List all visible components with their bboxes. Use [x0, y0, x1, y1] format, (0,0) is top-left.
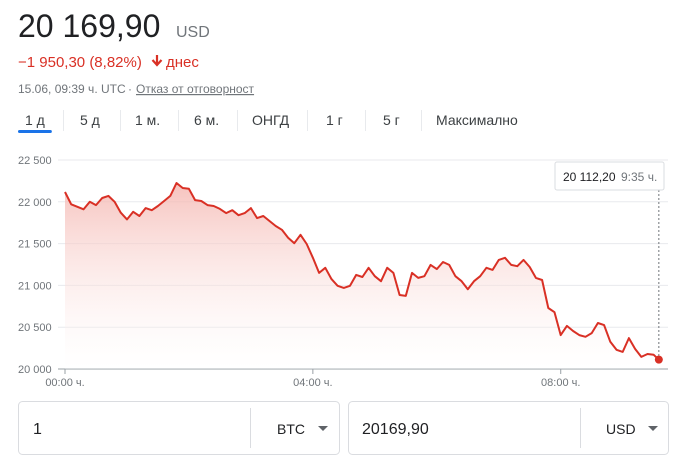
timestamp: 15.06, 09:39 ч. UTC	[18, 82, 126, 96]
change: −1 950,30 (8,82%)	[18, 54, 142, 71]
tooltip-time: 9:35 ч.	[621, 170, 657, 184]
range-tabs: 1 д 5 д 1 м. 6 м. ОНГД 1 г 5 г Максимално	[18, 110, 518, 133]
y-tick-label: 20 500	[18, 322, 52, 334]
price-line	[64, 182, 660, 361]
y-tick-label: 21 500	[18, 239, 52, 251]
y-tick-label: 20 000	[18, 364, 52, 376]
amount-box	[18, 401, 340, 455]
range-tab[interactable]: 5 г	[383, 112, 400, 128]
disclaimer-link[interactable]: Отказ от отговорност	[136, 82, 255, 96]
end-point	[654, 355, 663, 364]
currency: USD	[176, 24, 210, 41]
y-tick-label: 22 500	[18, 155, 52, 167]
x-tick-label: 00:00 ч.	[45, 377, 84, 389]
dropdown-caret	[648, 426, 658, 431]
result-box	[348, 401, 669, 455]
down-arrow	[151, 55, 163, 67]
to-currency[interactable]: USD	[606, 421, 636, 437]
result-input[interactable]: 20169,90	[362, 421, 429, 438]
amount-input[interactable]: 1	[33, 421, 42, 438]
price: 20 169,90	[18, 8, 160, 44]
tooltip-value: 20 112,20	[563, 170, 616, 184]
separator: ·	[128, 82, 132, 96]
range-tab[interactable]: 1 м.	[135, 112, 160, 128]
y-tick-label: 22 000	[18, 197, 52, 209]
area	[65, 183, 659, 369]
y-tick-label: 21 000	[18, 280, 52, 292]
chart: 20 000 20 500 21 000 21 500 22 000 22 500 00:0…	[18, 155, 668, 389]
range-tab[interactable]: 1 г	[326, 112, 343, 128]
range-tab[interactable]: 5 д	[80, 112, 100, 128]
range-tab[interactable]: 1 д	[25, 112, 45, 128]
range-tab[interactable]: ОНГД	[252, 112, 290, 128]
range-tab[interactable]: 6 м.	[194, 112, 219, 128]
from-currency[interactable]: BTC	[277, 421, 305, 437]
range-tab[interactable]: Максимално	[436, 112, 518, 128]
selected-indicator	[18, 130, 52, 133]
tooltip-box	[554, 161, 665, 191]
x-tick-label: 04:00 ч.	[293, 377, 332, 389]
x-tick-label: 08:00 ч.	[541, 377, 580, 389]
dropdown-caret	[318, 426, 328, 431]
period: днес	[166, 54, 199, 71]
